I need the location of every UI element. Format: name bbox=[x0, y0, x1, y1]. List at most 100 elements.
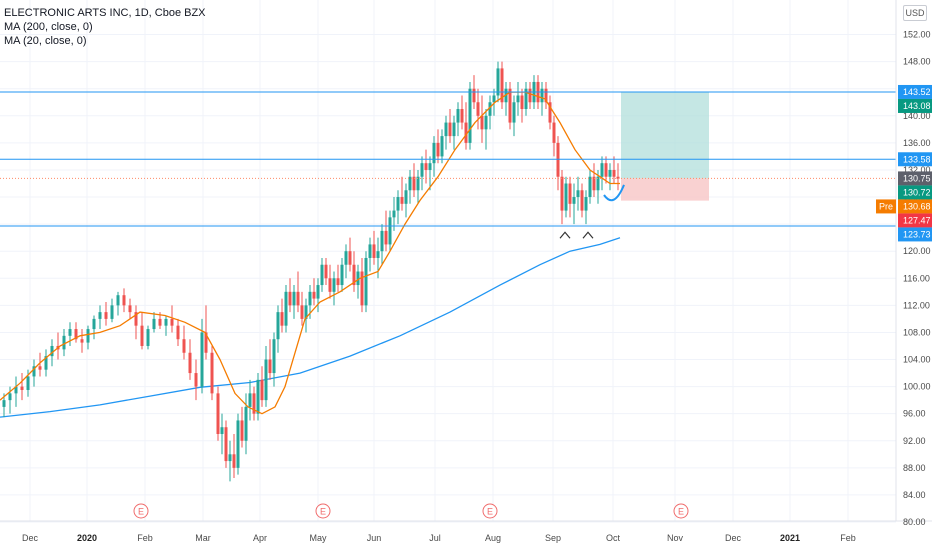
time-tick-label: Nov bbox=[667, 533, 684, 543]
candle bbox=[492, 88, 496, 116]
candle-body bbox=[38, 366, 42, 370]
candle bbox=[448, 109, 452, 143]
stop-zone[interactable] bbox=[621, 178, 709, 201]
pattern-caret-mark[interactable] bbox=[559, 231, 571, 239]
candle-body bbox=[464, 122, 468, 143]
candle bbox=[104, 301, 108, 326]
candle-body bbox=[110, 305, 114, 319]
candle bbox=[312, 278, 316, 306]
candle-body bbox=[552, 122, 556, 143]
candle-body bbox=[86, 329, 90, 343]
candle-body bbox=[264, 359, 268, 401]
price-tag[interactable]: 130.75 bbox=[898, 171, 932, 186]
candle-body bbox=[340, 264, 344, 286]
currency-label[interactable]: USD bbox=[903, 5, 927, 21]
price-tag[interactable]: 143.08 bbox=[898, 98, 932, 113]
candle bbox=[592, 163, 596, 198]
candle bbox=[194, 359, 198, 401]
candle bbox=[584, 190, 588, 225]
legend-ma20[interactable]: MA (20, close, 0) bbox=[4, 35, 87, 47]
candle bbox=[86, 325, 90, 350]
candle bbox=[32, 359, 36, 387]
candle bbox=[236, 413, 240, 475]
candle-body bbox=[216, 393, 220, 434]
candle-body bbox=[600, 163, 604, 177]
candle bbox=[484, 109, 488, 150]
price-tick-label: 136.00 bbox=[903, 138, 931, 148]
candle-body bbox=[50, 345, 54, 357]
candle bbox=[364, 251, 368, 313]
candle-body bbox=[104, 312, 108, 319]
candle bbox=[496, 61, 500, 103]
candle bbox=[476, 88, 480, 130]
candle-body bbox=[188, 352, 192, 374]
candle bbox=[228, 440, 232, 482]
candle bbox=[68, 322, 72, 346]
candle bbox=[424, 149, 428, 184]
candle-body bbox=[392, 210, 396, 218]
candle bbox=[98, 305, 102, 330]
candle-body bbox=[276, 312, 280, 340]
candle bbox=[616, 163, 620, 191]
candle-body bbox=[152, 318, 156, 330]
candle-body bbox=[260, 379, 264, 401]
target-zone[interactable] bbox=[621, 92, 709, 179]
candle bbox=[528, 81, 532, 110]
price-tag-value: 143.08 bbox=[903, 101, 931, 111]
candle bbox=[460, 95, 464, 130]
price-tag[interactable]: 130.72 bbox=[898, 185, 932, 200]
candle-body bbox=[284, 291, 288, 326]
price-tag[interactable]: 123.73 bbox=[898, 227, 932, 242]
candle-body bbox=[244, 406, 248, 441]
candle-body bbox=[312, 291, 316, 299]
earnings-marker[interactable]: E bbox=[315, 503, 331, 519]
candle-body bbox=[588, 176, 592, 198]
candle bbox=[204, 305, 208, 360]
pattern-caret-mark[interactable] bbox=[582, 231, 594, 239]
earnings-circle bbox=[133, 503, 149, 519]
candle bbox=[188, 339, 192, 380]
candle bbox=[252, 386, 256, 421]
candle bbox=[248, 379, 252, 421]
price-tag[interactable]: 133.58 bbox=[898, 152, 932, 167]
candle-body bbox=[508, 88, 512, 123]
candle bbox=[352, 251, 356, 292]
candle bbox=[324, 257, 328, 286]
candle-body bbox=[468, 88, 472, 143]
earnings-marker[interactable]: E bbox=[673, 503, 689, 519]
candle-body bbox=[416, 176, 420, 191]
candle bbox=[556, 136, 560, 191]
candle-body bbox=[336, 278, 340, 286]
candle bbox=[480, 95, 484, 143]
earnings-marker[interactable]: E bbox=[133, 503, 149, 519]
candle bbox=[328, 264, 332, 299]
price-tag[interactable]: 130.68 Pre bbox=[876, 199, 932, 214]
candle bbox=[464, 102, 468, 150]
candle bbox=[416, 169, 420, 204]
candle bbox=[580, 183, 584, 218]
candle-body bbox=[592, 176, 596, 191]
price-tag-bg bbox=[898, 213, 932, 228]
price-tag[interactable]: 127.47 bbox=[898, 213, 932, 228]
earnings-marker[interactable]: E bbox=[482, 503, 498, 519]
candle bbox=[568, 176, 572, 218]
earnings-circle bbox=[315, 503, 331, 519]
candle bbox=[176, 318, 180, 346]
earnings-label: E bbox=[678, 507, 684, 517]
price-tag[interactable]: 143.52 bbox=[898, 84, 932, 99]
legend-symbol[interactable]: ELECTRONIC ARTS INC, 1D, Cboe BZX bbox=[4, 7, 206, 19]
candle-body bbox=[396, 197, 400, 211]
price-tag-value: 123.73 bbox=[903, 229, 931, 239]
candle-body bbox=[488, 102, 492, 116]
curve-arrow-annotation[interactable] bbox=[603, 184, 625, 202]
legend-ma200[interactable]: MA (200, close, 0) bbox=[4, 21, 93, 33]
candle-body bbox=[360, 271, 364, 306]
candle bbox=[588, 169, 592, 204]
price-tick-label: 100.00 bbox=[903, 382, 931, 392]
candle-body bbox=[288, 291, 292, 306]
candle-body bbox=[92, 318, 96, 330]
candle-body bbox=[520, 95, 524, 110]
candle bbox=[264, 345, 268, 407]
